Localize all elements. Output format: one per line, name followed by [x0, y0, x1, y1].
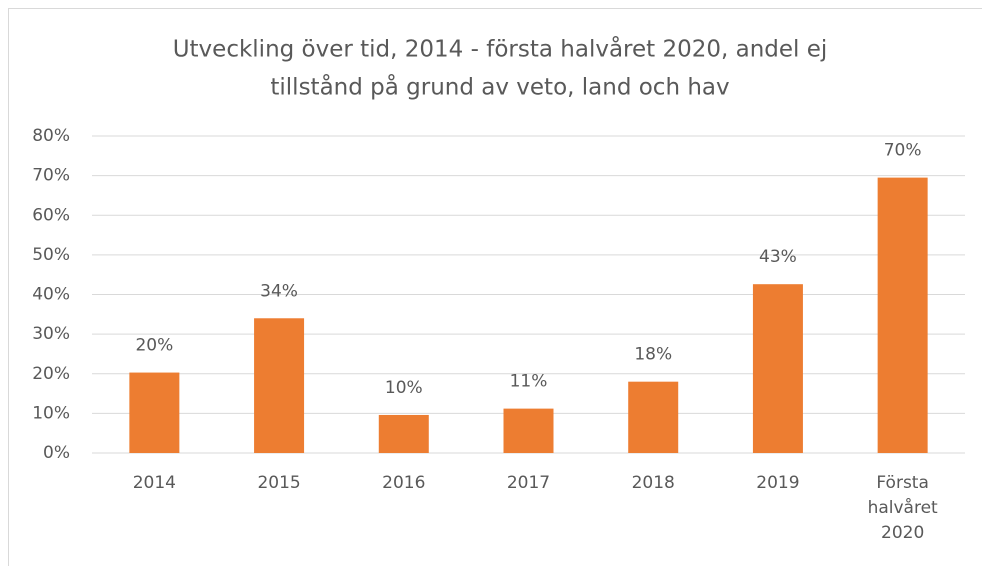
- y-tick-label: 30%: [32, 324, 70, 344]
- data-label: 10%: [385, 378, 423, 398]
- x-tick-label: 2018: [632, 473, 675, 493]
- bar: [129, 372, 180, 453]
- chart-title: Utveckling över tid, 2014 - första halvå…: [173, 35, 828, 63]
- x-tick-label: 2017: [507, 473, 550, 493]
- y-tick-label: 40%: [32, 285, 70, 305]
- data-label: 18%: [634, 345, 672, 365]
- y-tick-label: 80%: [32, 126, 70, 146]
- x-tick-label: 2019: [756, 473, 799, 493]
- bar: [877, 177, 928, 453]
- y-tick-label: 60%: [32, 205, 70, 225]
- chart-frame: [8, 8, 982, 566]
- y-tick-label: 70%: [32, 166, 70, 186]
- x-tick-label: 2015: [257, 473, 300, 493]
- data-label: 43%: [759, 247, 797, 267]
- y-tick-label: 0%: [43, 443, 70, 463]
- y-tick-label: 20%: [32, 364, 70, 384]
- x-tick-label: Första halvåret 2020: [868, 473, 938, 543]
- data-label: 20%: [135, 336, 173, 356]
- data-label: 11%: [510, 372, 548, 392]
- x-tick-label: 2016: [382, 473, 425, 493]
- bar: [503, 408, 554, 453]
- bar: [254, 318, 305, 453]
- bar: [628, 381, 679, 453]
- data-label: 34%: [260, 281, 298, 301]
- chart-title: tillstånd på grund av veto, land och hav: [270, 73, 729, 101]
- data-label: 70%: [884, 141, 922, 161]
- bar: [752, 284, 803, 453]
- x-tick-label: 2014: [133, 473, 176, 493]
- bar: [378, 414, 429, 453]
- y-tick-label: 50%: [32, 245, 70, 265]
- y-tick-label: 10%: [32, 403, 70, 423]
